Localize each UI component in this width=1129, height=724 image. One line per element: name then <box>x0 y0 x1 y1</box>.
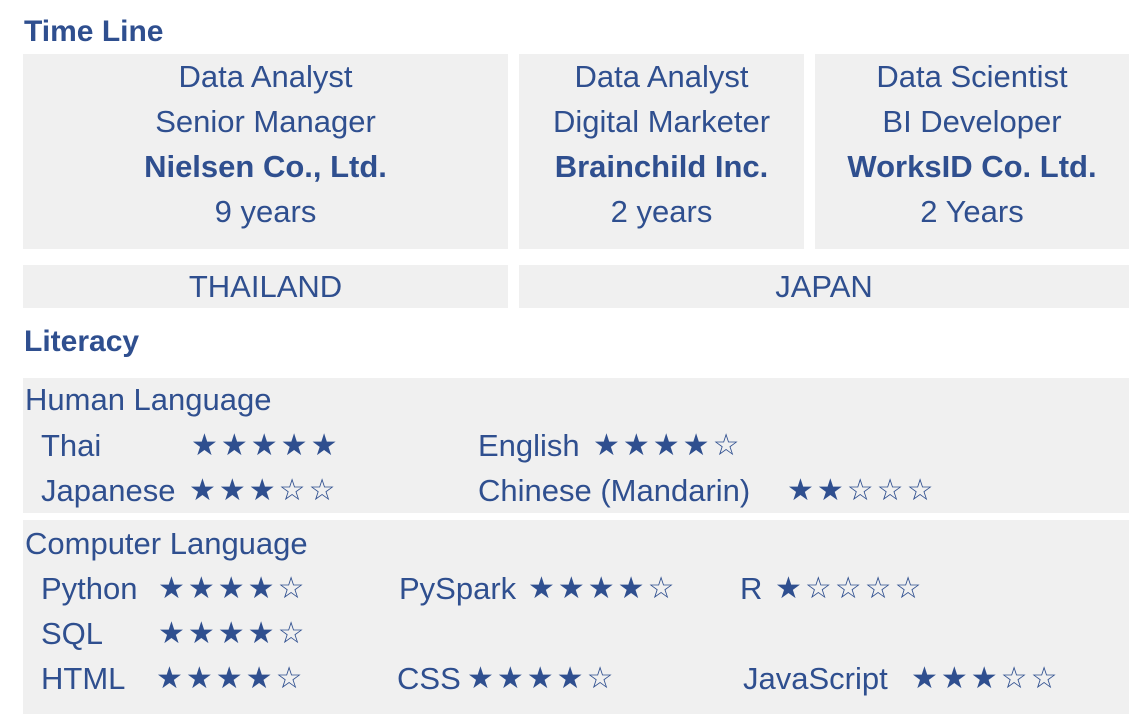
job-role-2: Senior Manager <box>155 104 376 139</box>
skill-name-chinese: Chinese (Mandarin) <box>478 473 751 508</box>
job-role-1: Data Analyst <box>178 59 353 94</box>
job-company: Nielsen Co., Ltd. <box>144 149 387 184</box>
rating-stars-english: ★★★★☆ <box>593 429 743 462</box>
skill-name-r: R <box>740 571 763 606</box>
computer-language-panel: Computer Language Python ★★★★☆ PySpark ★… <box>23 520 1129 714</box>
rating-stars-css: ★★★★☆ <box>467 662 617 695</box>
skill-name-html: HTML <box>41 661 126 696</box>
timeline-heading: Time Line <box>24 15 164 48</box>
rating-stars-pyspark: ★★★★☆ <box>528 572 678 605</box>
skill-name-thai: Thai <box>41 428 102 463</box>
rating-stars-javascript: ★★★☆☆ <box>911 662 1061 695</box>
country-japan: JAPAN <box>519 265 1129 308</box>
rating-stars-r: ★☆☆☆☆ <box>775 572 925 605</box>
rating-stars-html: ★★★★☆ <box>156 662 306 695</box>
human-language-panel: Human Language Thai ★★★★★ English ★★★★☆ … <box>23 378 1129 513</box>
skill-name-pyspark: PySpark <box>399 571 517 606</box>
job-duration: 9 years <box>214 194 317 229</box>
skill-name-sql: SQL <box>41 616 104 651</box>
job-duration: 2 Years <box>920 194 1024 229</box>
literacy-heading: Literacy <box>24 325 140 358</box>
skill-name-english: English <box>478 428 580 463</box>
job-role-1: Data Scientist <box>876 59 1068 94</box>
computer-language-title: Computer Language <box>25 526 308 561</box>
rating-stars-japanese: ★★★☆☆ <box>189 474 339 507</box>
job-card-worksid: Data Scientist BI Developer WorksID Co. … <box>815 54 1129 249</box>
skill-name-css: CSS <box>397 661 461 696</box>
rating-stars-chinese: ★★☆☆☆ <box>787 474 937 507</box>
job-role-2: Digital Marketer <box>552 104 771 139</box>
job-company: WorksID Co. Ltd. <box>847 149 1097 184</box>
skill-name-javascript: JavaScript <box>743 661 888 696</box>
skill-name-python: Python <box>41 571 138 606</box>
country-thailand: THAILAND <box>23 265 508 308</box>
human-language-title: Human Language <box>25 382 272 417</box>
job-role-2: BI Developer <box>882 104 1062 139</box>
rating-stars-sql: ★★★★☆ <box>158 617 308 650</box>
skill-name-japanese: Japanese <box>41 473 176 508</box>
job-card-brainchild: Data Analyst Digital Marketer Brainchild… <box>519 54 804 249</box>
job-company: Brainchild Inc. <box>554 149 769 184</box>
job-card-nielsen: Data Analyst Senior Manager Nielsen Co.,… <box>23 54 508 249</box>
job-role-1: Data Analyst <box>574 59 749 94</box>
rating-stars-python: ★★★★☆ <box>158 572 308 605</box>
rating-stars-thai: ★★★★★ <box>191 429 341 462</box>
job-duration: 2 years <box>610 194 713 229</box>
